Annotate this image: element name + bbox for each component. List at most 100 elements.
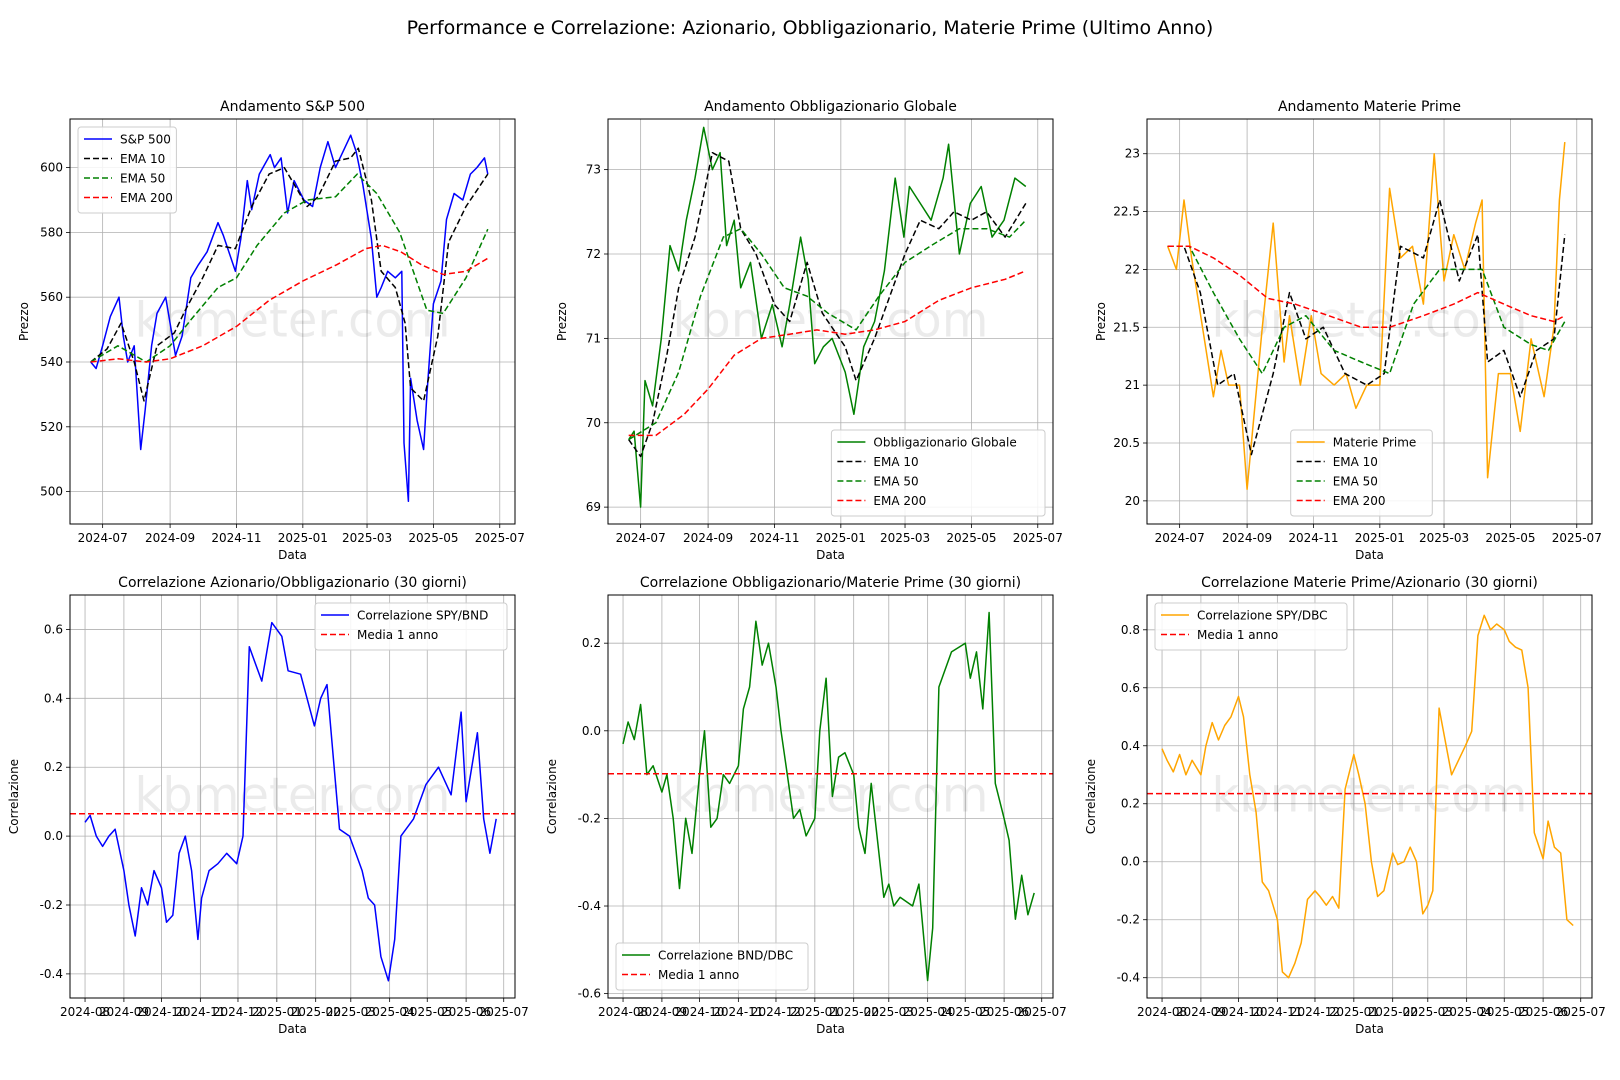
series-line	[90, 134, 489, 503]
y-tick-label: 23	[1125, 147, 1140, 161]
y-tick-label: 0.2	[1121, 797, 1140, 811]
x-tick-label: 2025-04	[903, 1005, 953, 1019]
y-axis-label: Correlazione	[1084, 759, 1098, 834]
watermark-text: kbmeter.com	[1211, 293, 1527, 349]
x-tick-label: 2024-07	[1155, 531, 1205, 545]
y-tick-label: 0.8	[1121, 623, 1140, 637]
legend-entry: EMA 10	[1333, 455, 1378, 469]
y-tick-label: 72	[586, 247, 601, 261]
series-line	[622, 611, 1035, 982]
x-tick-label: 2025-04	[365, 1005, 415, 1019]
y-tick-label: 22	[1125, 262, 1140, 276]
x-tick-label: 2025-03	[1419, 531, 1469, 545]
x-tick-label: 2024-08	[598, 1005, 648, 1019]
x-axis-label: Data	[1355, 1022, 1384, 1036]
y-tick-label: 0.6	[44, 622, 63, 636]
x-tick-label: 2025-05	[1485, 531, 1535, 545]
x-axis-label: Data	[278, 1022, 307, 1036]
legend-entry: Correlazione BND/DBC	[658, 949, 793, 963]
x-axis-label: Data	[816, 1022, 845, 1036]
y-tick-label: 0.2	[44, 760, 63, 774]
x-tick-label: 2025-01	[1329, 1005, 1379, 1019]
series-group	[90, 134, 489, 503]
series-line	[628, 219, 1027, 441]
y-tick-label: 580	[40, 225, 63, 239]
x-tick-label: 2025-05	[940, 1005, 990, 1019]
legend-entry: Media 1 anno	[357, 628, 438, 642]
y-axis-label: Prezzo	[1094, 302, 1108, 341]
x-tick-label: 2025-07	[475, 531, 525, 545]
y-tick-label: -0.2	[578, 811, 601, 825]
plot-frame	[607, 118, 1054, 525]
legend: Materie Prime EMA 10 EMA 50 EMA 200	[1290, 429, 1433, 517]
x-tick-label: 2025-06	[979, 1005, 1029, 1019]
legend: Obbligazionario Globale EMA 10 EMA 50 EMA 2…	[830, 429, 1046, 517]
x-tick-label: 2025-01	[278, 531, 328, 545]
series-group	[70, 621, 515, 982]
x-tick-label: 2024-11	[1252, 1005, 1302, 1019]
x-tick-label: 2025-01	[816, 531, 866, 545]
chart-panel-4: kbmeter.com2024-082024-092024-102024-112…	[7, 575, 529, 1036]
legend-entry: Obbligazionario Globale	[873, 436, 1016, 450]
series-line	[628, 151, 1027, 458]
chart-title: Andamento Obbligazionario Globale	[704, 99, 957, 115]
plot-frame	[607, 594, 1054, 999]
x-tick-label: 2024-11	[175, 1005, 225, 1019]
x-tick-label: 2024-12	[751, 1005, 801, 1019]
legend-box	[830, 429, 1046, 517]
x-tick-label: 2024-10	[674, 1005, 724, 1019]
x-tick-label: 2024-12	[1290, 1005, 1340, 1019]
y-tick-label: 73	[586, 163, 601, 177]
x-tick-label: 2024-09	[145, 531, 195, 545]
figure-title: Performance e Correlazione: Azionario, O…	[406, 17, 1214, 39]
y-axis-label: Prezzo	[555, 302, 569, 341]
series-line	[90, 147, 489, 402]
legend-entry: EMA 50	[873, 475, 918, 489]
x-tick-label: 2025-01	[790, 1005, 840, 1019]
legend-entry: Media 1 anno	[1197, 628, 1278, 642]
legend-entry: EMA 200	[120, 191, 173, 205]
y-tick-label: 500	[40, 485, 63, 499]
chart-panel-6: kbmeter.com2024-082024-092024-102024-112…	[1084, 575, 1606, 1036]
x-tick-label: 2024-10	[136, 1005, 186, 1019]
chart-title: Andamento Materie Prime	[1278, 99, 1461, 115]
series-line	[1167, 199, 1566, 456]
y-tick-label: 0.0	[44, 829, 63, 843]
legend-entry: Materie Prime	[1333, 436, 1417, 450]
x-tick-label: 2025-03	[1403, 1005, 1453, 1019]
x-tick-label: 2024-08	[60, 1005, 110, 1019]
x-tick-label: 2024-09	[637, 1005, 687, 1019]
x-axis-label: Data	[278, 548, 307, 562]
y-tick-label: 560	[40, 290, 63, 304]
legend: Correlazione SPY/DBC Media 1 anno	[1154, 602, 1348, 651]
x-tick-label: 2024-12	[213, 1005, 263, 1019]
legend-entry: Correlazione SPY/DBC	[1197, 609, 1328, 623]
x-tick-label: 2024-10	[1213, 1005, 1263, 1019]
chart-panel-5: kbmeter.com2024-082024-092024-102024-112…	[545, 575, 1067, 1036]
x-tick-label: 2025-03	[880, 531, 930, 545]
legend-entry: S&P 500	[120, 133, 171, 147]
y-tick-label: 70	[586, 416, 601, 430]
x-tick-label: 2024-11	[1288, 531, 1338, 545]
x-tick-label: 2024-09	[99, 1005, 149, 1019]
y-tick-label: 0.2	[582, 636, 601, 650]
y-tick-label: -0.4	[40, 967, 63, 981]
x-tick-label: 2025-03	[326, 1005, 376, 1019]
y-tick-label: 0.0	[582, 724, 601, 738]
plot-frame	[69, 594, 516, 999]
y-tick-label: 0.4	[1121, 739, 1140, 753]
y-tick-label: 22.5	[1113, 205, 1140, 219]
chart-title: Correlazione Materie Prime/Azionario (30…	[1201, 575, 1538, 591]
legend-box	[1290, 429, 1433, 517]
x-tick-label: 2025-03	[864, 1005, 914, 1019]
x-tick-label: 2024-07	[78, 531, 128, 545]
y-axis-label: Correlazione	[545, 759, 559, 834]
plot-frame	[1146, 594, 1593, 999]
series-group	[1166, 142, 1566, 491]
legend-box	[77, 126, 177, 214]
y-tick-label: -0.4	[1117, 971, 1140, 985]
x-tick-label: 2025-03	[342, 531, 392, 545]
legend: S&P 500 EMA 10 EMA 50 EMA 200	[77, 126, 177, 214]
legend-entry: Media 1 anno	[658, 968, 739, 982]
